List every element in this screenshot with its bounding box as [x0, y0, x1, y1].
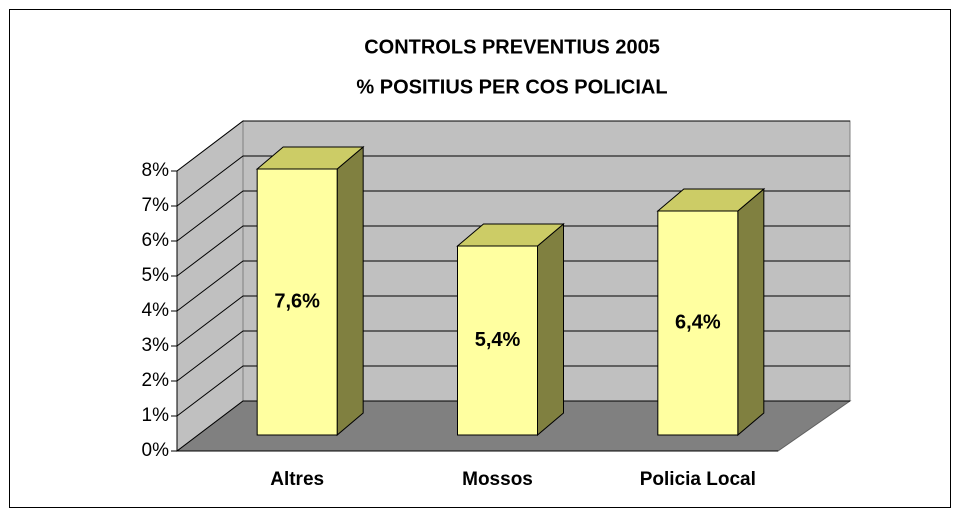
y-tick-label: 3%: [142, 335, 170, 356]
x-tick-label: Altres: [270, 469, 324, 490]
grid-line: [176, 225, 850, 277]
y-tick-label: 5%: [142, 265, 170, 286]
grid-line: [176, 295, 850, 347]
value-label: 7,6%: [274, 290, 320, 312]
y-tick-label: 4%: [142, 300, 170, 321]
grid-line: [176, 365, 850, 417]
x-tick-label: Mossos: [462, 469, 533, 490]
y-tick-label: 7%: [142, 195, 170, 216]
grid-line: [176, 330, 850, 382]
bar: [457, 245, 538, 436]
chart-subtitle: % POSITIUS PER COS POLICIAL: [356, 76, 667, 98]
bar: [657, 210, 739, 436]
y-tick-label: 8%: [142, 160, 170, 181]
y-tick-label: 0%: [142, 440, 170, 461]
bar: [256, 168, 338, 436]
y-tick-label: 2%: [142, 370, 170, 391]
bar-side: [336, 145, 364, 437]
bar-side: [537, 222, 564, 437]
chart-title: CONTROLS PREVENTIUS 2005: [364, 36, 660, 58]
grid-line: [176, 120, 850, 172]
bar-side: [737, 187, 765, 437]
y-tick-label: 6%: [142, 230, 170, 251]
y-tick-label: 1%: [142, 405, 170, 426]
grid-line: [176, 155, 850, 207]
value-label: 5,4%: [475, 329, 521, 351]
grid-line: [176, 400, 850, 452]
grid-line: [176, 260, 850, 312]
value-label: 6,4%: [675, 311, 721, 333]
x-tick-label: Policia Local: [640, 469, 756, 490]
grid-line: [176, 190, 850, 242]
